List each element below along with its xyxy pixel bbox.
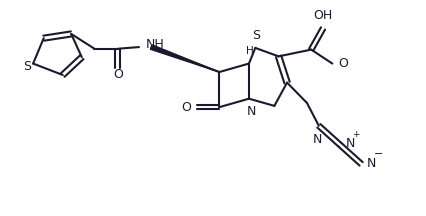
Text: N: N (312, 133, 322, 146)
Text: O: O (181, 101, 191, 114)
Text: H: H (245, 46, 253, 56)
Text: +: + (352, 130, 360, 139)
Text: S: S (252, 29, 260, 41)
Text: O: O (113, 68, 123, 81)
Text: O: O (338, 57, 348, 70)
Text: N: N (367, 157, 376, 170)
Text: NH: NH (146, 38, 164, 51)
Text: OH: OH (314, 9, 333, 22)
Polygon shape (150, 45, 219, 72)
Text: −: − (374, 149, 383, 159)
Text: S: S (23, 60, 31, 73)
Text: N: N (345, 137, 355, 150)
Text: N: N (247, 105, 256, 118)
